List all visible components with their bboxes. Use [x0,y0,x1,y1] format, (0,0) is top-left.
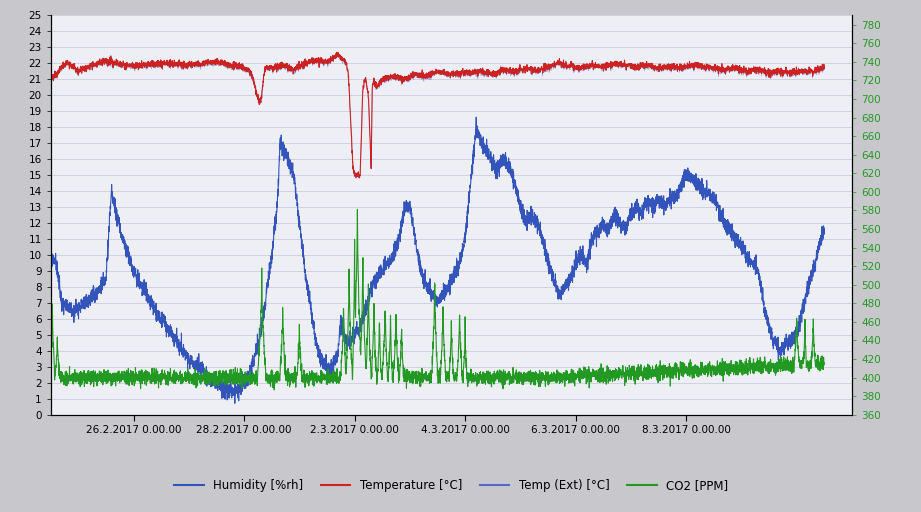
Legend: Humidity [%rh], Temperature [°C], Temp (Ext) [°C], CO2 [PPM]: Humidity [%rh], Temperature [°C], Temp (… [169,474,733,497]
